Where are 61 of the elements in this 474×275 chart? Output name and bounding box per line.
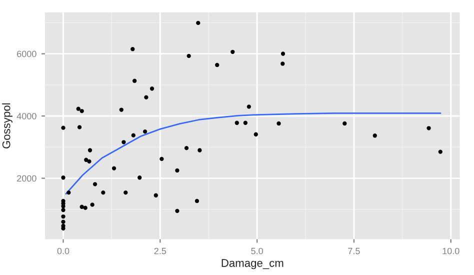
point <box>124 190 128 195</box>
point <box>90 202 94 207</box>
x-tick-label: 10.0 <box>442 248 460 254</box>
point <box>61 214 66 219</box>
point <box>438 150 442 154</box>
point <box>76 106 80 111</box>
point <box>230 50 235 54</box>
x-tick-label: 0.0 <box>57 248 70 254</box>
point <box>138 176 142 180</box>
point <box>112 166 116 170</box>
point <box>61 208 66 212</box>
point <box>175 208 180 214</box>
point <box>80 204 84 209</box>
point <box>194 198 200 204</box>
point <box>175 168 180 173</box>
point <box>254 132 258 136</box>
point <box>144 95 148 100</box>
point <box>246 104 251 109</box>
point <box>160 156 164 162</box>
y-tick-label: 4000 <box>16 112 36 120</box>
point <box>426 126 431 130</box>
point <box>61 126 66 130</box>
point <box>142 129 148 134</box>
y-tick-label: 2000 <box>17 175 36 182</box>
point <box>119 108 124 112</box>
point <box>131 133 136 138</box>
point <box>77 125 82 130</box>
point <box>101 190 106 195</box>
x-tick-label: 7.5 <box>348 248 360 254</box>
point <box>234 120 239 125</box>
x-tick-label: 5.0 <box>251 248 263 254</box>
point <box>88 148 92 152</box>
point <box>184 146 189 150</box>
point <box>80 108 84 114</box>
point <box>276 121 281 126</box>
point <box>87 159 92 164</box>
point <box>150 86 154 91</box>
point <box>132 78 137 83</box>
point <box>61 220 66 224</box>
point <box>92 182 98 186</box>
point <box>243 120 248 125</box>
point <box>154 193 158 198</box>
x-tick-label: 2.5 <box>154 248 166 254</box>
point <box>342 121 347 126</box>
line-series <box>65 112 442 195</box>
point <box>280 52 286 56</box>
point <box>61 176 66 180</box>
point <box>215 62 220 68</box>
point <box>66 190 71 195</box>
point <box>130 47 135 52</box>
y-tick-label: 6000 <box>17 50 36 58</box>
point <box>122 140 126 144</box>
point <box>84 158 88 162</box>
x-axis-title: Damage_cm <box>222 259 284 270</box>
point <box>196 20 200 26</box>
point <box>83 206 88 210</box>
point <box>280 62 285 66</box>
y-axis-title: Gossypol <box>2 103 12 148</box>
point <box>372 134 377 138</box>
point <box>198 148 202 152</box>
point <box>186 54 191 58</box>
